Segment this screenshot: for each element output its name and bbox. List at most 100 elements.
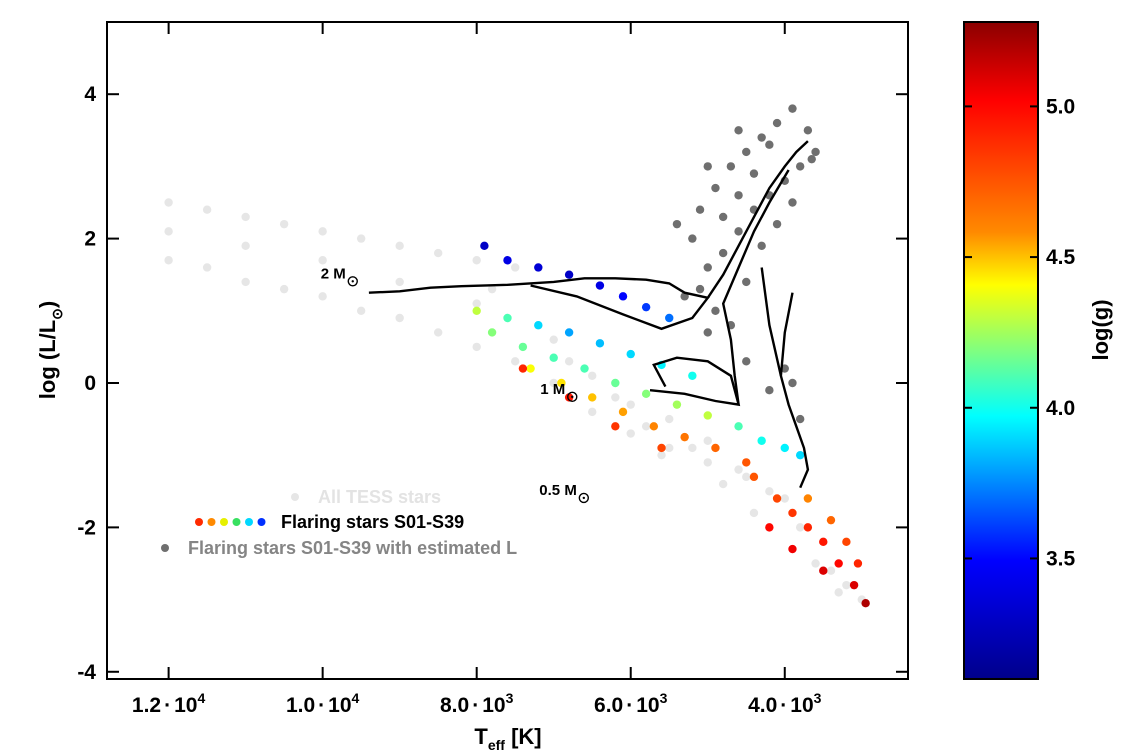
- colorbar-tick-label: 5.0: [1046, 95, 1075, 118]
- data-point: [503, 256, 512, 265]
- data-point: [641, 389, 651, 399]
- y-ticks: 4 2 0 -2 -4: [77, 83, 908, 684]
- series-2: [672, 104, 820, 424]
- legend-marker: [220, 518, 228, 526]
- data-point: [795, 162, 805, 171]
- data-point: [803, 126, 813, 135]
- data-point: [564, 328, 574, 337]
- series-1: [472, 241, 870, 608]
- data-point: [318, 256, 327, 265]
- data-point: [487, 328, 497, 337]
- data-point: [618, 292, 628, 301]
- data-point: [688, 234, 697, 243]
- data-point: [826, 566, 836, 575]
- legend-label: Flaring stars S01-S39: [281, 512, 464, 532]
- data-point: [588, 407, 597, 417]
- legend-label: Flaring stars S01-S39 with estimated L: [188, 538, 517, 558]
- data-point: [356, 306, 366, 315]
- data-point: [757, 241, 766, 251]
- x-tick-label: 4.0 · 103: [748, 690, 822, 717]
- data-point: [765, 487, 774, 496]
- data-point: [734, 191, 743, 200]
- data-point: [279, 219, 289, 229]
- data-point: [819, 566, 828, 575]
- sun-symbol-icon: [578, 492, 590, 504]
- legend-marker: [257, 518, 266, 526]
- colorbar-tick-label: 4.0: [1046, 397, 1075, 420]
- data-point: [649, 422, 659, 431]
- data-point: [811, 147, 820, 157]
- x-axis-title: Teff [K]: [474, 724, 541, 753]
- data-point: [641, 422, 651, 431]
- data-point: [472, 299, 481, 308]
- x-tick-label: 8.0 · 103: [440, 690, 514, 717]
- data-point: [718, 248, 728, 258]
- data-point: [703, 328, 712, 337]
- legend: All TESS stars Flaring stars S01-S39 Flari…: [161, 487, 517, 558]
- legend-item-1: Flaring stars S01-S39: [195, 512, 464, 532]
- data-point: [279, 284, 289, 294]
- track-branch: [706, 140, 809, 299]
- data-point: [695, 205, 705, 214]
- plot-area: 2 M 1 M 0.5 M 1.2 · 104 1.0 · 104 8.0 · 103 6.0 · 103…: [77, 21, 909, 717]
- data-point: [742, 357, 751, 366]
- data-point: [749, 472, 759, 482]
- data-point: [580, 364, 589, 373]
- data-point: [703, 458, 712, 467]
- data-point: [742, 472, 751, 482]
- data-point: [564, 270, 574, 279]
- y-axis-title: log (L/L⊙): [35, 301, 65, 399]
- data-point: [807, 154, 816, 164]
- data-point: [595, 281, 605, 290]
- data-point: [742, 277, 751, 287]
- y-tick-label: 4: [84, 83, 96, 106]
- data-point: [765, 386, 774, 395]
- track-line: [649, 356, 741, 407]
- data-point: [842, 537, 851, 547]
- data-point: [780, 443, 789, 453]
- y-tick-label: 2: [84, 228, 96, 251]
- plot-frame: [106, 21, 909, 680]
- data-point: [795, 523, 805, 532]
- colorbar: 5.0 4.5 4.0 3.5 log(g): [963, 21, 1113, 680]
- data-point: [703, 436, 712, 445]
- data-point: [472, 342, 481, 352]
- data-point: [826, 515, 836, 525]
- data-point: [318, 292, 327, 301]
- x-axis-title-sub: eff: [488, 737, 505, 753]
- data-point: [665, 313, 674, 323]
- data-point: [588, 393, 597, 402]
- data-point: [611, 422, 620, 431]
- data-point: [788, 378, 797, 388]
- data-point: [711, 443, 720, 453]
- colorbar-ticks: 5.0 4.5 4.0 3.5: [964, 95, 1076, 570]
- data-point: [511, 357, 520, 366]
- data-point: [788, 544, 797, 554]
- data-point: [765, 523, 774, 532]
- y-tick-label: -2: [77, 516, 96, 539]
- data-point: [202, 263, 212, 272]
- data-point: [511, 263, 520, 272]
- data-point: [772, 219, 782, 229]
- data-point: [680, 432, 689, 442]
- sun-symbol-icon: [567, 391, 578, 403]
- data-point: [164, 198, 173, 207]
- legend-item-0: All TESS stars: [291, 487, 441, 507]
- legend-marker: [232, 518, 241, 526]
- data-point: [433, 248, 443, 258]
- data-point: [626, 429, 635, 438]
- series-layer: [164, 104, 870, 608]
- data-point: [657, 443, 666, 453]
- evolution-track-2: 0.5 M: [539, 267, 810, 504]
- data-point: [695, 284, 705, 294]
- data-point: [811, 559, 820, 568]
- data-point: [703, 263, 712, 272]
- data-point: [472, 256, 481, 265]
- data-point: [626, 400, 635, 409]
- data-point: [749, 169, 759, 178]
- data-point: [688, 371, 697, 380]
- colorbar-tick-label: 3.5: [1046, 547, 1076, 570]
- colorbar-tick-label: 4.5: [1046, 246, 1076, 269]
- track-branch: [721, 169, 790, 405]
- data-point: [672, 219, 682, 229]
